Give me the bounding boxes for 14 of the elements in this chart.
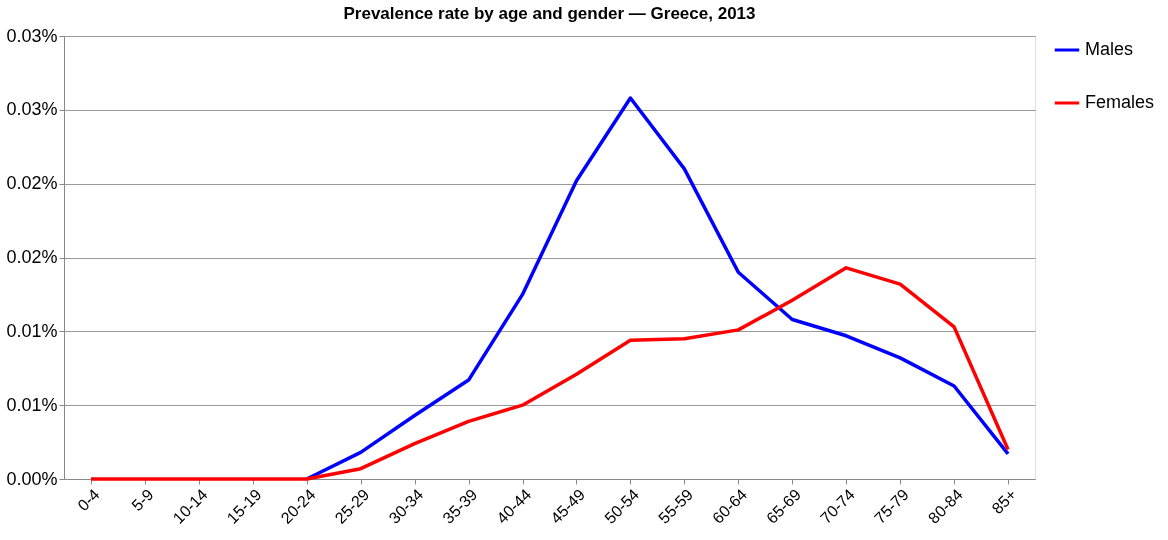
x-tick-label: 0-4 (74, 485, 103, 515)
y-tick-label: 0.01% (6, 320, 58, 341)
y-tick-label: 0.03% (6, 25, 58, 46)
y-tick-label: 0.00% (6, 468, 58, 489)
legend-label: Males (1085, 39, 1134, 59)
x-tick-label: 5-9 (128, 485, 157, 515)
y-tick-label: 0.02% (6, 173, 58, 194)
legend-label: Females (1085, 92, 1155, 112)
y-tick-label: 0.02% (6, 247, 58, 267)
line-series (89, 266, 1010, 481)
chart-title: Prevalence rate by age and gender — Greece, 2013 (343, 4, 756, 23)
y-tick-label: 0.01% (6, 394, 58, 415)
x-tick-label: 85+ (988, 485, 1020, 518)
y-tick-label: 0.03% (6, 99, 58, 120)
